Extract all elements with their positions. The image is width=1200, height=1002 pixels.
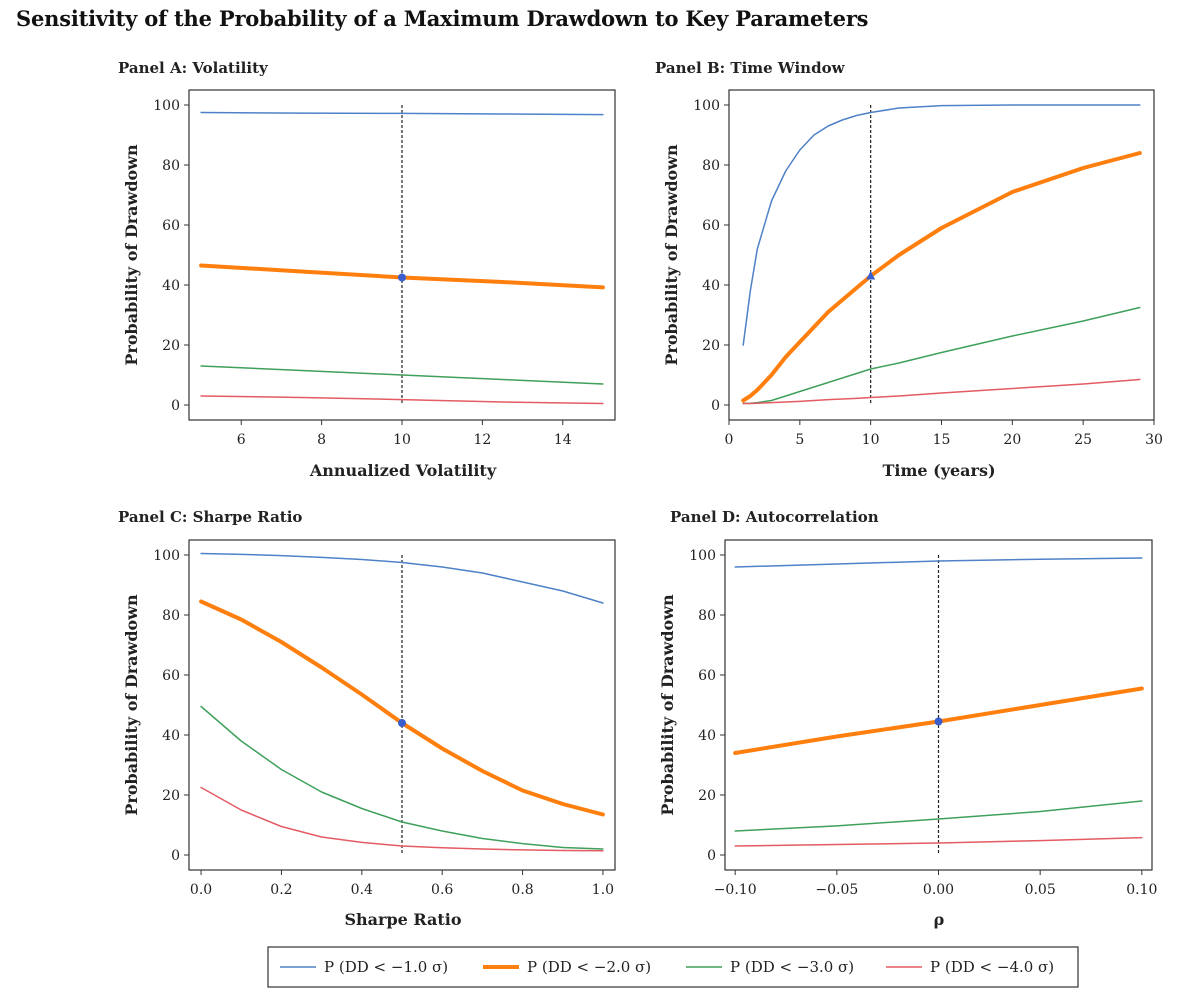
- x-tick-label: 12: [473, 432, 491, 448]
- y-tick-label: 40: [698, 728, 716, 744]
- plot-frame: [724, 539, 1153, 871]
- y-tick-label: 60: [162, 218, 180, 234]
- x-axis-label: Time (years): [882, 461, 995, 480]
- y-tick-label: 40: [162, 728, 180, 744]
- x-tick-label: 0.4: [351, 882, 373, 898]
- panel-d: Panel D: Autocorrelation 0 20 40 60 80 100 −0.1…: [658, 508, 1157, 929]
- series-dd-4-sigma: [200, 395, 604, 405]
- legend-label: P (DD < −3.0 σ): [730, 958, 854, 976]
- x-tick-label: −0.10: [714, 882, 757, 898]
- y-tick-label: 20: [698, 788, 716, 804]
- x-tick-label: 0.2: [270, 882, 292, 898]
- x-tick-label: 1.0: [592, 882, 614, 898]
- series-dd-1-sigma: [742, 104, 1141, 346]
- x-tick-label: 15: [933, 432, 951, 448]
- legend-label: P (DD < −4.0 σ): [930, 958, 1054, 976]
- x-tick-label: 0.10: [1126, 882, 1157, 898]
- x-tick-label: 8: [317, 432, 326, 448]
- panel-c: Panel C: Sharpe Ratio 0 20 40 60 80 100 0.0 0.2 0…: [118, 508, 616, 929]
- y-axis-label: Probability of Drawdown: [658, 594, 677, 816]
- series-dd-1-sigma: [200, 552, 604, 604]
- x-tick-label: 5: [795, 432, 804, 448]
- y-tick-label: 100: [153, 98, 180, 114]
- base-case-marker: [934, 717, 943, 726]
- series-dd-2-sigma: [741, 151, 1142, 403]
- x-tick-label: 10: [862, 432, 880, 448]
- x-tick-label: 6: [237, 432, 246, 448]
- y-tick-label: 100: [693, 98, 720, 114]
- y-tick-label: 60: [702, 218, 720, 234]
- x-tick-label: 0.0: [190, 882, 212, 898]
- x-tick-label: 0.8: [511, 882, 533, 898]
- panel-a: Panel A: Volatility 0 20 40 60 80 100 6 8 10 12 14 A…: [118, 59, 616, 480]
- y-axis-label: Probability of Drawdown: [122, 594, 141, 816]
- x-tick-label: 25: [1074, 432, 1092, 448]
- y-tick-label: 100: [153, 548, 180, 564]
- panel-title: Panel B: Time Window: [655, 59, 846, 77]
- legend-label: P (DD < −1.0 σ): [324, 958, 448, 976]
- series-dd-3-sigma: [200, 365, 604, 385]
- x-tick-label: 0.00: [923, 882, 954, 898]
- series-dd-1-sigma: [734, 557, 1143, 568]
- x-tick-label: 0.6: [431, 882, 453, 898]
- panel-title: Panel A: Volatility: [118, 59, 269, 77]
- base-case-marker: [398, 273, 406, 282]
- series-dd-3-sigma: [742, 306, 1141, 405]
- series-dd-4-sigma: [734, 836, 1143, 847]
- x-tick-label: 0.05: [1025, 882, 1056, 898]
- y-tick-label: 20: [162, 788, 180, 804]
- x-tick-label: 0: [725, 432, 734, 448]
- plot-frame: [188, 89, 616, 421]
- x-tick-label: 14: [554, 432, 572, 448]
- y-tick-label: 0: [171, 848, 180, 864]
- plot-frame: [188, 539, 616, 871]
- y-tick-label: 80: [162, 608, 180, 624]
- y-tick-label: 20: [702, 338, 720, 354]
- y-tick-label: 60: [162, 668, 180, 684]
- x-axis-label: Sharpe Ratio: [344, 910, 461, 929]
- y-tick-label: 0: [707, 848, 716, 864]
- panel-title: Panel D: Autocorrelation: [670, 508, 879, 526]
- x-axis-label: Annualized Volatility: [309, 461, 497, 480]
- x-tick-label: 10: [393, 432, 411, 448]
- legend: P (DD < −1.0 σ) P (DD < −2.0 σ) P (DD < −3…: [267, 946, 1079, 988]
- y-tick-label: 0: [171, 398, 180, 414]
- y-tick-label: 40: [162, 278, 180, 294]
- series-dd-4-sigma: [742, 378, 1141, 405]
- legend-label: P (DD < −2.0 σ): [527, 958, 651, 976]
- y-axis-label: Probability of Drawdown: [662, 144, 681, 366]
- y-tick-label: 80: [702, 158, 720, 174]
- y-tick-label: 20: [162, 338, 180, 354]
- series-dd-4-sigma: [200, 786, 604, 852]
- legend-box: [267, 946, 1079, 988]
- y-axis-label: Probability of Drawdown: [122, 144, 141, 366]
- x-tick-label: −0.05: [815, 882, 858, 898]
- base-case-marker: [866, 271, 876, 280]
- series-dd-3-sigma: [734, 800, 1143, 832]
- y-tick-label: 80: [698, 608, 716, 624]
- x-axis-label: ρ: [934, 910, 945, 929]
- figure-title: Sensitivity of the Probability of a Maxi…: [16, 6, 869, 31]
- y-tick-label: 0: [711, 398, 720, 414]
- base-case-marker: [398, 719, 406, 727]
- series-dd-3-sigma: [200, 705, 604, 850]
- y-tick-label: 40: [702, 278, 720, 294]
- panel-title: Panel C: Sharpe Ratio: [118, 508, 302, 526]
- panel-b: Panel B: Time Window 0 20 40 60 80 100 0 5 10 15 20…: [655, 59, 1163, 480]
- y-tick-label: 80: [162, 158, 180, 174]
- y-tick-label: 60: [698, 668, 716, 684]
- x-tick-label: 30: [1145, 432, 1163, 448]
- y-tick-label: 100: [689, 548, 716, 564]
- series-dd-1-sigma: [200, 111, 604, 116]
- plot-frame: [728, 89, 1155, 421]
- x-tick-label: 20: [1003, 432, 1021, 448]
